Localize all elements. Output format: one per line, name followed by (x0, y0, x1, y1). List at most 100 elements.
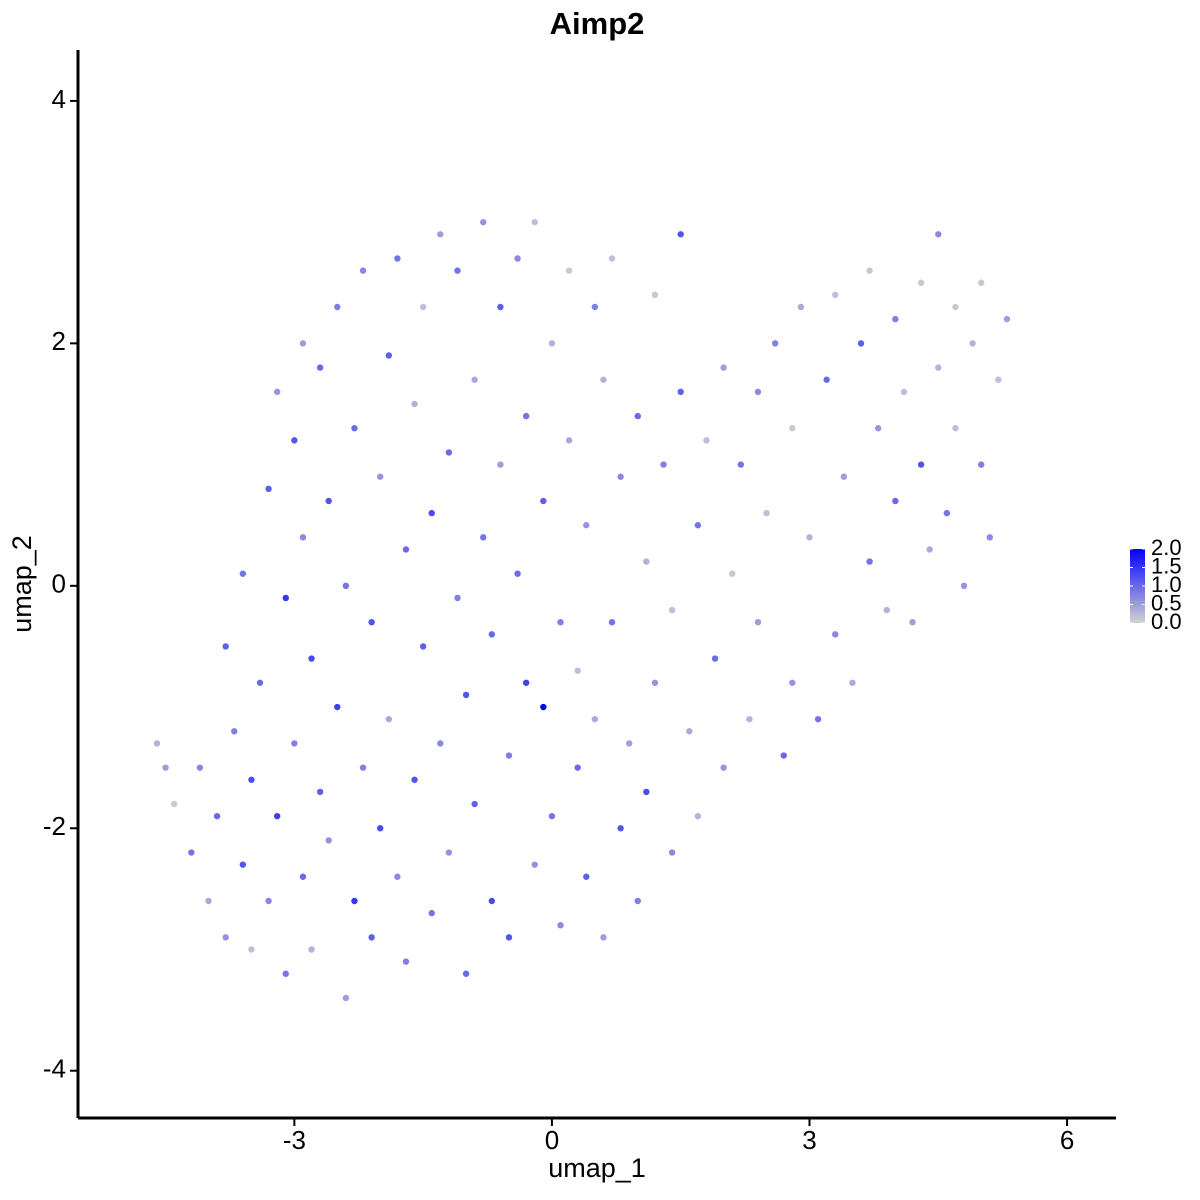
point (454, 267, 461, 274)
x-tick-label: -3 (283, 1125, 306, 1155)
point (351, 897, 358, 905)
point (273, 812, 281, 820)
point (334, 303, 341, 311)
colorbar-tick-label: 1.0 (1151, 572, 1182, 597)
colorbar (1130, 549, 1145, 623)
point (583, 873, 590, 880)
colorbar-tick-label: 2.0 (1151, 535, 1182, 560)
point (600, 376, 607, 383)
y-tick-label: 2 (52, 326, 66, 356)
point (668, 606, 676, 614)
point (488, 631, 496, 638)
point (497, 461, 504, 468)
point (960, 582, 968, 590)
point (754, 388, 762, 396)
point (892, 497, 899, 505)
point (1003, 315, 1011, 323)
point (153, 740, 161, 747)
point (900, 388, 908, 396)
point (814, 715, 822, 723)
point (789, 679, 796, 686)
point (170, 800, 178, 808)
point (316, 364, 324, 371)
point (600, 934, 607, 941)
point (222, 934, 229, 941)
point (394, 255, 401, 262)
point (694, 522, 702, 529)
point (978, 461, 985, 468)
point (428, 509, 435, 517)
point (935, 231, 942, 238)
point (840, 473, 848, 480)
point (668, 849, 676, 856)
point (986, 534, 993, 541)
point (514, 255, 521, 262)
point (746, 715, 753, 723)
point (531, 861, 538, 868)
point (222, 643, 229, 650)
point (540, 497, 547, 505)
point (325, 497, 332, 505)
point (162, 764, 169, 771)
point (239, 861, 247, 868)
point (368, 618, 375, 626)
point (265, 897, 272, 905)
point (368, 934, 375, 941)
point (213, 812, 221, 820)
point (737, 461, 745, 468)
point (557, 618, 564, 626)
colorbar-tick-label: 1.5 (1151, 553, 1182, 578)
point (419, 643, 427, 650)
point (608, 618, 616, 626)
point (394, 873, 401, 880)
point (832, 291, 839, 299)
point (729, 570, 736, 577)
point (591, 303, 599, 311)
point (196, 764, 204, 771)
point (188, 849, 195, 856)
point (617, 825, 624, 832)
point (720, 364, 727, 371)
point (565, 267, 573, 274)
point (763, 509, 770, 517)
point (557, 922, 564, 929)
point (857, 340, 865, 347)
point (591, 715, 599, 723)
y-tick-label: -4 (43, 1054, 66, 1084)
point (316, 788, 324, 796)
x-tick-label: 0 (545, 1125, 559, 1155)
point (265, 485, 272, 493)
point (643, 558, 650, 565)
point (462, 691, 470, 699)
point (308, 946, 315, 953)
point (634, 412, 641, 420)
y-tick-label: 4 (52, 84, 66, 114)
point (205, 897, 212, 905)
point (325, 837, 332, 844)
point (771, 340, 779, 347)
point (677, 231, 684, 238)
point (256, 679, 264, 686)
point (866, 267, 873, 274)
point (411, 776, 418, 783)
point (299, 873, 307, 880)
point (917, 279, 925, 286)
point (514, 570, 521, 577)
point (651, 679, 659, 686)
point (522, 412, 530, 420)
point (909, 618, 916, 626)
point (565, 437, 573, 444)
point (883, 606, 890, 614)
point (694, 812, 702, 820)
point (299, 340, 307, 347)
point (273, 388, 281, 396)
point (832, 631, 839, 638)
x-tick-label: 6 (1060, 1125, 1074, 1155)
point (574, 764, 581, 771)
point (952, 425, 959, 432)
point (531, 218, 538, 226)
point (917, 461, 925, 468)
point (402, 958, 410, 965)
point (437, 740, 444, 747)
